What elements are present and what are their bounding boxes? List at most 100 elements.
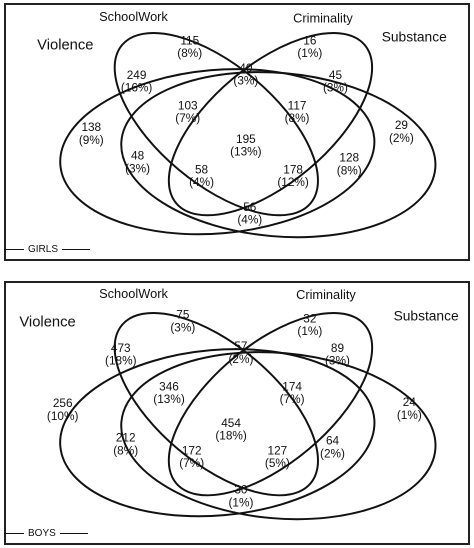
region-label: 24 (1%) (397, 395, 422, 422)
region-count: 58 (195, 162, 209, 176)
region-count: 64 (326, 434, 340, 448)
region-label: 16 (1%) (297, 33, 322, 60)
region-count: 32 (303, 311, 316, 325)
region-percent: (3%) (323, 81, 348, 95)
region-label: 56 (4%) (237, 200, 262, 227)
region-count: 24 (403, 395, 417, 409)
svg-text:56(4%): 56 (4%) (237, 200, 262, 227)
ellipse-substance (120, 71, 437, 239)
svg-text:178(12%): 178 (12%) (277, 162, 309, 189)
panel-caption: GIRLS (4, 244, 91, 255)
region-count: 45 (329, 68, 343, 82)
ellipse-criminality (167, 32, 374, 217)
region-percent: (8%) (337, 163, 362, 177)
panel-caption: BOYS (4, 528, 88, 539)
region-percent: (4%) (237, 213, 262, 227)
region-label: 127 (5%) (265, 443, 290, 470)
svg-text:16(1%): 16 (1%) (297, 33, 322, 60)
region-label: 115 (8%) (177, 33, 202, 60)
region-count: 249 (127, 68, 147, 82)
region-label: 172 (7%) (179, 443, 204, 470)
region-label: 178 (12%) (277, 162, 309, 189)
ellipse-substance (120, 351, 437, 521)
region-label: 212 (8%) (113, 431, 138, 458)
region-count: 89 (331, 341, 344, 355)
region-count: 172 (182, 443, 202, 457)
region-count: 174 (282, 379, 302, 393)
region-label: 103 (7%) (175, 98, 200, 125)
region-label: 346 (13%) (153, 379, 185, 406)
girls-venn-panel: Violence SchoolWork Criminality Substanc… (4, 3, 470, 261)
region-percent: (7%) (280, 392, 305, 406)
region-percent: (8%) (113, 443, 138, 457)
region-label: 454 (18%) (215, 416, 247, 443)
svg-text:473(18%): 473 (18%) (105, 341, 137, 368)
svg-text:256(10%): 256 (10%) (47, 396, 79, 423)
ellipse-schoolwork (113, 32, 319, 217)
region-count: 212 (116, 431, 136, 445)
ellipse-violence (59, 68, 376, 236)
ellipse-criminality (167, 311, 374, 497)
region-count: 178 (283, 162, 303, 176)
set-label-violence: Violence (19, 314, 75, 330)
region-label: 57 (2%) (228, 339, 253, 366)
svg-text:64(2%): 64 (2%) (320, 434, 345, 461)
boys-venn-panel: Violence SchoolWork Criminality Substanc… (4, 281, 470, 545)
svg-text:174(7%): 174 (7%) (280, 379, 305, 406)
region-percent: (7%) (179, 456, 204, 470)
region-label: 75 (3%) (170, 307, 195, 334)
set-label-substance: Substance (394, 308, 459, 323)
caption-rule (4, 249, 24, 250)
region-percent: (10%) (47, 409, 79, 423)
region-percent: (7%) (175, 111, 200, 125)
region-label: 48 (3%) (125, 149, 150, 176)
svg-text:24(1%): 24 (1%) (397, 395, 422, 422)
region-count: 195 (236, 132, 256, 146)
region-count: 75 (176, 307, 190, 321)
region-count: 256 (53, 396, 73, 410)
set-label-schoolwork: SchoolWork (99, 286, 168, 301)
region-label: 58 (4%) (189, 162, 214, 189)
region-percent: (2%) (320, 446, 345, 460)
svg-text:103(7%): 103 (7%) (175, 98, 200, 125)
region-percent: (18%) (215, 429, 247, 443)
region-count: 29 (395, 118, 408, 132)
region-count: 138 (81, 120, 101, 134)
region-percent: (1%) (297, 46, 322, 60)
region-label: 256 (10%) (47, 396, 79, 423)
region-label: 30 (1%) (228, 483, 253, 510)
region-percent: (1%) (297, 324, 322, 338)
svg-text:115(8%): 115 (8%) (177, 33, 202, 60)
svg-text:45(3%): 45 (3%) (323, 68, 348, 95)
region-percent: (2%) (389, 131, 414, 145)
region-percent: (3%) (170, 320, 195, 334)
svg-text:212(8%): 212 (8%) (113, 431, 138, 458)
svg-text:75(3%): 75 (3%) (170, 307, 195, 334)
region-count: 103 (178, 98, 198, 112)
svg-text:29(2%): 29 (2%) (389, 118, 414, 145)
region-percent: (2%) (228, 352, 253, 366)
region-label: 40 (3%) (233, 61, 258, 88)
svg-text:127(5%): 127 (5%) (265, 443, 290, 470)
svg-text:89(3%): 89 (3%) (325, 341, 350, 368)
region-count: 30 (234, 483, 248, 497)
svg-text:454(18%): 454 (18%) (215, 416, 247, 443)
panel-caption-text: BOYS (28, 528, 56, 539)
region-percent: (9%) (79, 133, 104, 147)
svg-text:138(9%): 138 (9%) (79, 120, 104, 147)
region-label: 138 (9%) (79, 120, 104, 147)
region-percent: (8%) (285, 111, 310, 125)
set-label-violence: Violence (37, 37, 93, 53)
girls-venn-diagram: Violence SchoolWork Criminality Substanc… (37, 9, 447, 239)
svg-text:30(1%): 30 (1%) (228, 483, 253, 510)
svg-text:195(13%): 195 (13%) (230, 132, 262, 159)
region-percent: (3%) (125, 161, 150, 175)
svg-text:117(8%): 117 (8%) (285, 98, 310, 125)
region-label: 32 (1%) (297, 311, 322, 338)
region-count: 127 (268, 443, 288, 457)
region-count: 473 (111, 341, 131, 355)
region-percent: (12%) (277, 175, 309, 189)
svg-text:48(3%): 48 (3%) (125, 149, 150, 176)
region-percent: (5%) (265, 456, 290, 470)
svg-text:249(16%): 249 (16%) (121, 68, 153, 95)
